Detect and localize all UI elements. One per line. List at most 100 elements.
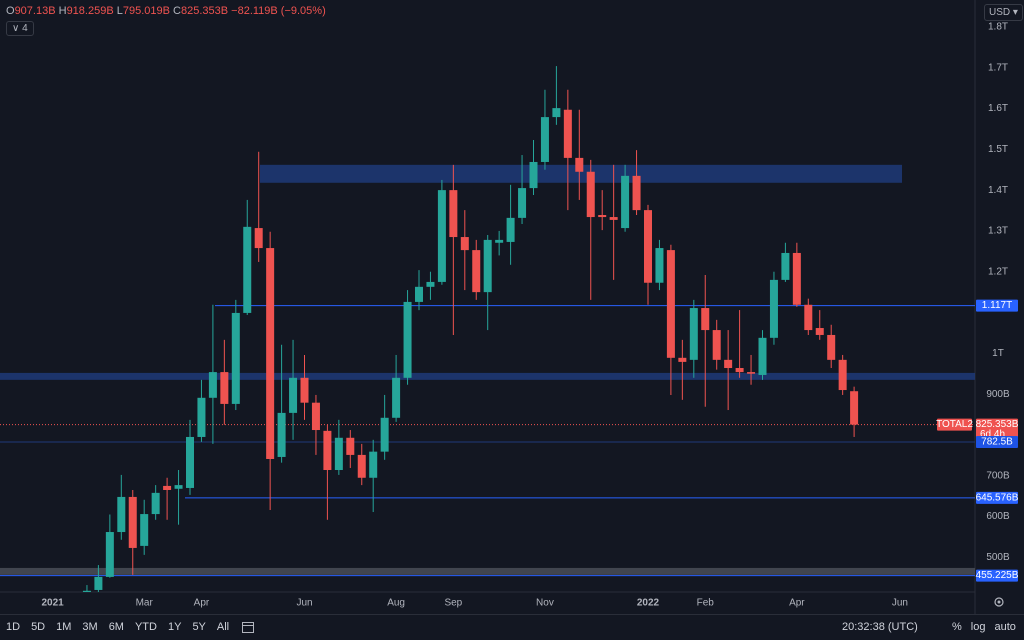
range-button[interactable]: 5Y bbox=[192, 621, 206, 633]
candle-body bbox=[552, 108, 561, 118]
ohlc-key: C bbox=[173, 5, 181, 17]
candle-body bbox=[220, 372, 229, 404]
change: −82.119B (−9.05%) bbox=[231, 5, 326, 17]
ohlc-value: 918.259B bbox=[66, 5, 114, 17]
candle-body bbox=[82, 590, 91, 592]
level-label: 825.353B bbox=[976, 419, 1019, 430]
candle-body bbox=[804, 304, 813, 331]
candle-body bbox=[426, 281, 435, 287]
y-tick-label: 1T bbox=[992, 348, 1004, 359]
candle-body bbox=[598, 215, 607, 218]
zone bbox=[0, 372, 975, 380]
candle-body bbox=[483, 239, 492, 293]
clock: 20:32:38 (UTC) bbox=[842, 621, 918, 633]
candle-body bbox=[701, 308, 710, 331]
candle-body bbox=[300, 377, 309, 403]
candle-body bbox=[655, 248, 664, 283]
candle-body bbox=[346, 437, 355, 455]
x-tick-label: Jun bbox=[296, 598, 312, 609]
candle-body bbox=[105, 532, 114, 577]
x-tick-label: Jun bbox=[892, 598, 908, 609]
range-button[interactable]: 1M bbox=[56, 621, 72, 633]
candle-body bbox=[678, 357, 687, 362]
candle-body bbox=[369, 451, 378, 478]
axes: 500B 600B 700B 900B 1T 1.2T 1.3T 1.4T 1.5T 1.6T 1.… bbox=[41, 22, 1018, 609]
range-button[interactable]: 1Y bbox=[167, 621, 182, 633]
symbol-label-box bbox=[937, 418, 972, 431]
settings-icon[interactable] bbox=[994, 597, 1004, 607]
level-label-box bbox=[976, 569, 1018, 582]
candle-body bbox=[449, 190, 458, 238]
candle-body bbox=[266, 248, 275, 459]
level-label-box bbox=[976, 491, 1018, 504]
y-tick-label: 700B bbox=[986, 470, 1010, 481]
candle-body bbox=[792, 252, 801, 305]
level-label-box bbox=[976, 418, 1018, 441]
symbol-label: TOTAL2 bbox=[936, 419, 973, 430]
range-button[interactable]: 3M bbox=[82, 621, 98, 633]
range-button[interactable]: 6M bbox=[108, 621, 124, 633]
candle-body bbox=[781, 252, 790, 280]
candle-body bbox=[769, 279, 778, 338]
chart: 500B 600B 700B 900B 1T 1.2T 1.3T 1.4T 1.5T 1.6T 1.… bbox=[0, 0, 1019, 614]
ohlc-value: 825.353B bbox=[180, 5, 229, 17]
y-tick-label: 1.6T bbox=[988, 103, 1008, 114]
candle-body bbox=[289, 377, 298, 413]
ohlc-header: O907.13B H918.259B L795.019B C825.353B −… bbox=[6, 5, 326, 17]
candle-body bbox=[357, 454, 366, 478]
candle-body bbox=[392, 377, 401, 418]
y-tick-label: 1.3T bbox=[988, 226, 1008, 237]
indicators-toggle[interactable]: ∨ 4 bbox=[6, 21, 34, 36]
range-button[interactable]: All bbox=[216, 621, 230, 633]
candle-body bbox=[460, 237, 469, 251]
candle-body bbox=[151, 492, 160, 515]
x-tick-label: Apr bbox=[194, 598, 210, 609]
candle-body bbox=[747, 372, 756, 374]
x-tick-label: Apr bbox=[789, 598, 805, 609]
candle-body bbox=[815, 328, 824, 335]
candle-body bbox=[140, 514, 149, 546]
range-button[interactable]: YTD bbox=[134, 621, 157, 633]
level-label: 645.576B bbox=[976, 493, 1019, 504]
scale-button[interactable]: % bbox=[952, 621, 962, 633]
y-tick-label: 1.2T bbox=[988, 266, 1008, 277]
candle-body bbox=[186, 436, 194, 488]
currency: USD bbox=[989, 7, 1011, 18]
currency-button[interactable]: USD ▾ bbox=[984, 4, 1023, 21]
candle-body bbox=[529, 161, 538, 189]
level-label: 1.117T bbox=[982, 300, 1012, 311]
scale-button[interactable]: log bbox=[970, 621, 986, 633]
scale-buttons: % log auto bbox=[952, 621, 1016, 633]
scale-button[interactable]: auto bbox=[994, 621, 1016, 633]
candle-body bbox=[277, 412, 286, 457]
ohlc-key: L bbox=[116, 5, 123, 17]
candle-body bbox=[472, 250, 481, 293]
candle-body bbox=[666, 250, 675, 358]
range-button[interactable]: 5D bbox=[31, 621, 46, 633]
y-tick-label: 1.4T bbox=[988, 185, 1008, 196]
level-label: 455.225B bbox=[976, 570, 1019, 581]
y-tick-label: 1.8T bbox=[988, 22, 1008, 33]
candle-body bbox=[632, 175, 641, 211]
calendar-icon[interactable] bbox=[241, 620, 255, 634]
candle-body bbox=[758, 337, 767, 375]
candle-body bbox=[208, 372, 217, 398]
x-tick-label: 2021 bbox=[41, 598, 64, 609]
candle-body bbox=[644, 210, 652, 283]
candle-body bbox=[724, 359, 733, 369]
x-tick-label: Nov bbox=[536, 598, 554, 609]
ohlc-value: 907.13B bbox=[14, 5, 56, 17]
candle-body bbox=[197, 397, 206, 437]
candle-body bbox=[117, 496, 126, 533]
range-button[interactable]: 1D bbox=[6, 621, 21, 633]
candle-body bbox=[689, 308, 698, 360]
plot-area bbox=[0, 66, 975, 592]
candle-body bbox=[415, 286, 423, 302]
countdown: 6d 4h bbox=[980, 429, 1005, 440]
level-label-box bbox=[976, 436, 1018, 449]
candle-body bbox=[518, 188, 527, 218]
candle-body bbox=[575, 157, 584, 172]
zone bbox=[260, 164, 902, 183]
y-tick-label: 600B bbox=[986, 511, 1010, 522]
